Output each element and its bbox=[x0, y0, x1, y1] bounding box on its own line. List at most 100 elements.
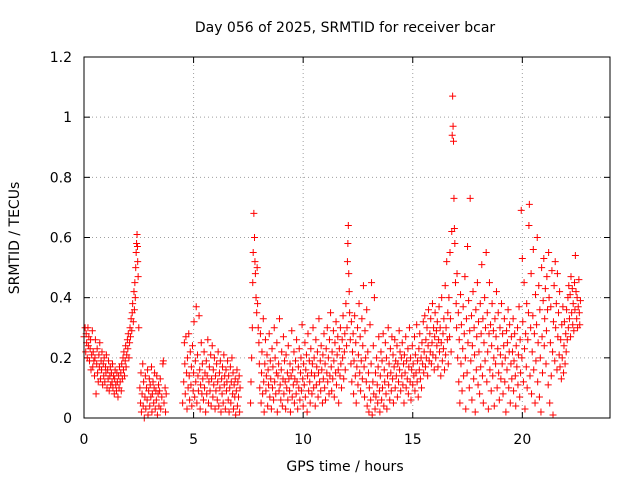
data-point bbox=[94, 369, 102, 377]
data-point bbox=[469, 288, 477, 296]
data-point bbox=[254, 324, 262, 332]
data-point bbox=[153, 372, 161, 380]
data-point bbox=[206, 387, 214, 395]
data-point bbox=[473, 279, 481, 287]
data-point bbox=[332, 318, 340, 326]
data-point bbox=[298, 321, 306, 329]
data-point bbox=[350, 390, 358, 398]
data-point bbox=[264, 402, 272, 410]
data-point bbox=[330, 393, 338, 401]
data-point bbox=[457, 291, 465, 299]
data-point bbox=[576, 321, 584, 329]
data-point bbox=[345, 270, 353, 278]
data-point bbox=[502, 408, 510, 416]
data-point bbox=[363, 306, 371, 314]
data-point bbox=[162, 390, 170, 398]
data-point bbox=[271, 378, 279, 386]
data-point bbox=[354, 351, 362, 359]
data-point bbox=[346, 336, 354, 344]
data-point bbox=[438, 357, 446, 365]
data-point bbox=[185, 372, 193, 380]
data-point bbox=[212, 372, 219, 380]
data-point bbox=[492, 360, 500, 368]
data-point bbox=[131, 294, 139, 302]
data-point bbox=[207, 351, 215, 359]
data-point bbox=[570, 279, 578, 287]
data-point bbox=[563, 306, 571, 314]
data-point bbox=[236, 384, 244, 392]
data-point bbox=[120, 348, 128, 356]
data-point bbox=[386, 345, 394, 353]
data-point bbox=[391, 384, 399, 392]
data-point bbox=[338, 384, 346, 392]
data-point bbox=[270, 324, 278, 332]
data-point bbox=[463, 369, 471, 377]
data-point bbox=[211, 405, 219, 413]
data-point bbox=[213, 396, 221, 404]
data-point bbox=[132, 249, 140, 257]
data-point bbox=[474, 381, 482, 389]
data-point bbox=[209, 393, 217, 401]
data-point bbox=[512, 402, 520, 410]
data-point bbox=[316, 357, 324, 365]
y-tick-label: 0.8 bbox=[50, 170, 72, 186]
data-point bbox=[437, 339, 445, 347]
data-point bbox=[512, 342, 520, 350]
data-point bbox=[562, 330, 570, 338]
data-point bbox=[510, 357, 518, 365]
data-point bbox=[286, 408, 294, 416]
data-point bbox=[425, 306, 433, 314]
data-point bbox=[248, 324, 256, 332]
data-point bbox=[489, 327, 497, 335]
data-point bbox=[430, 324, 438, 332]
data-point bbox=[359, 342, 367, 350]
data-point bbox=[85, 333, 93, 341]
data-point bbox=[299, 402, 307, 410]
data-point bbox=[523, 384, 531, 392]
y-tick-label: 0 bbox=[63, 411, 72, 427]
x-tick-label: 15 bbox=[404, 432, 422, 448]
data-point bbox=[549, 348, 557, 356]
data-point bbox=[328, 348, 336, 356]
data-point bbox=[89, 348, 97, 356]
data-point bbox=[536, 306, 544, 314]
data-point bbox=[276, 381, 284, 389]
data-point bbox=[380, 402, 388, 410]
data-point bbox=[199, 396, 207, 404]
data-point bbox=[191, 393, 199, 401]
data-point bbox=[229, 405, 237, 413]
data-point bbox=[551, 357, 559, 365]
data-point bbox=[409, 381, 417, 389]
data-point bbox=[321, 360, 329, 368]
data-point bbox=[503, 366, 511, 374]
data-point bbox=[117, 387, 125, 395]
data-point bbox=[91, 336, 99, 344]
data-point bbox=[454, 309, 462, 317]
data-point bbox=[259, 390, 267, 398]
data-point bbox=[275, 387, 283, 395]
data-point bbox=[493, 384, 501, 392]
data-point bbox=[574, 303, 582, 311]
data-point bbox=[542, 360, 550, 368]
data-point bbox=[249, 279, 257, 287]
data-point bbox=[360, 363, 368, 371]
data-point bbox=[385, 381, 393, 389]
data-point bbox=[446, 315, 454, 323]
data-point bbox=[287, 372, 295, 380]
data-point bbox=[297, 354, 305, 362]
data-point bbox=[344, 240, 352, 248]
data-point bbox=[413, 378, 421, 386]
data-point bbox=[423, 324, 431, 332]
data-point bbox=[305, 387, 313, 395]
data-point bbox=[84, 342, 92, 350]
data-point bbox=[258, 348, 266, 356]
data-point bbox=[278, 348, 286, 356]
data-point bbox=[297, 387, 305, 395]
y-tick-label: 0.4 bbox=[50, 291, 72, 307]
data-point bbox=[139, 360, 147, 368]
data-point bbox=[477, 363, 485, 371]
data-point bbox=[396, 366, 404, 374]
data-point bbox=[560, 342, 568, 350]
data-point bbox=[490, 402, 498, 410]
data-point bbox=[379, 330, 387, 338]
